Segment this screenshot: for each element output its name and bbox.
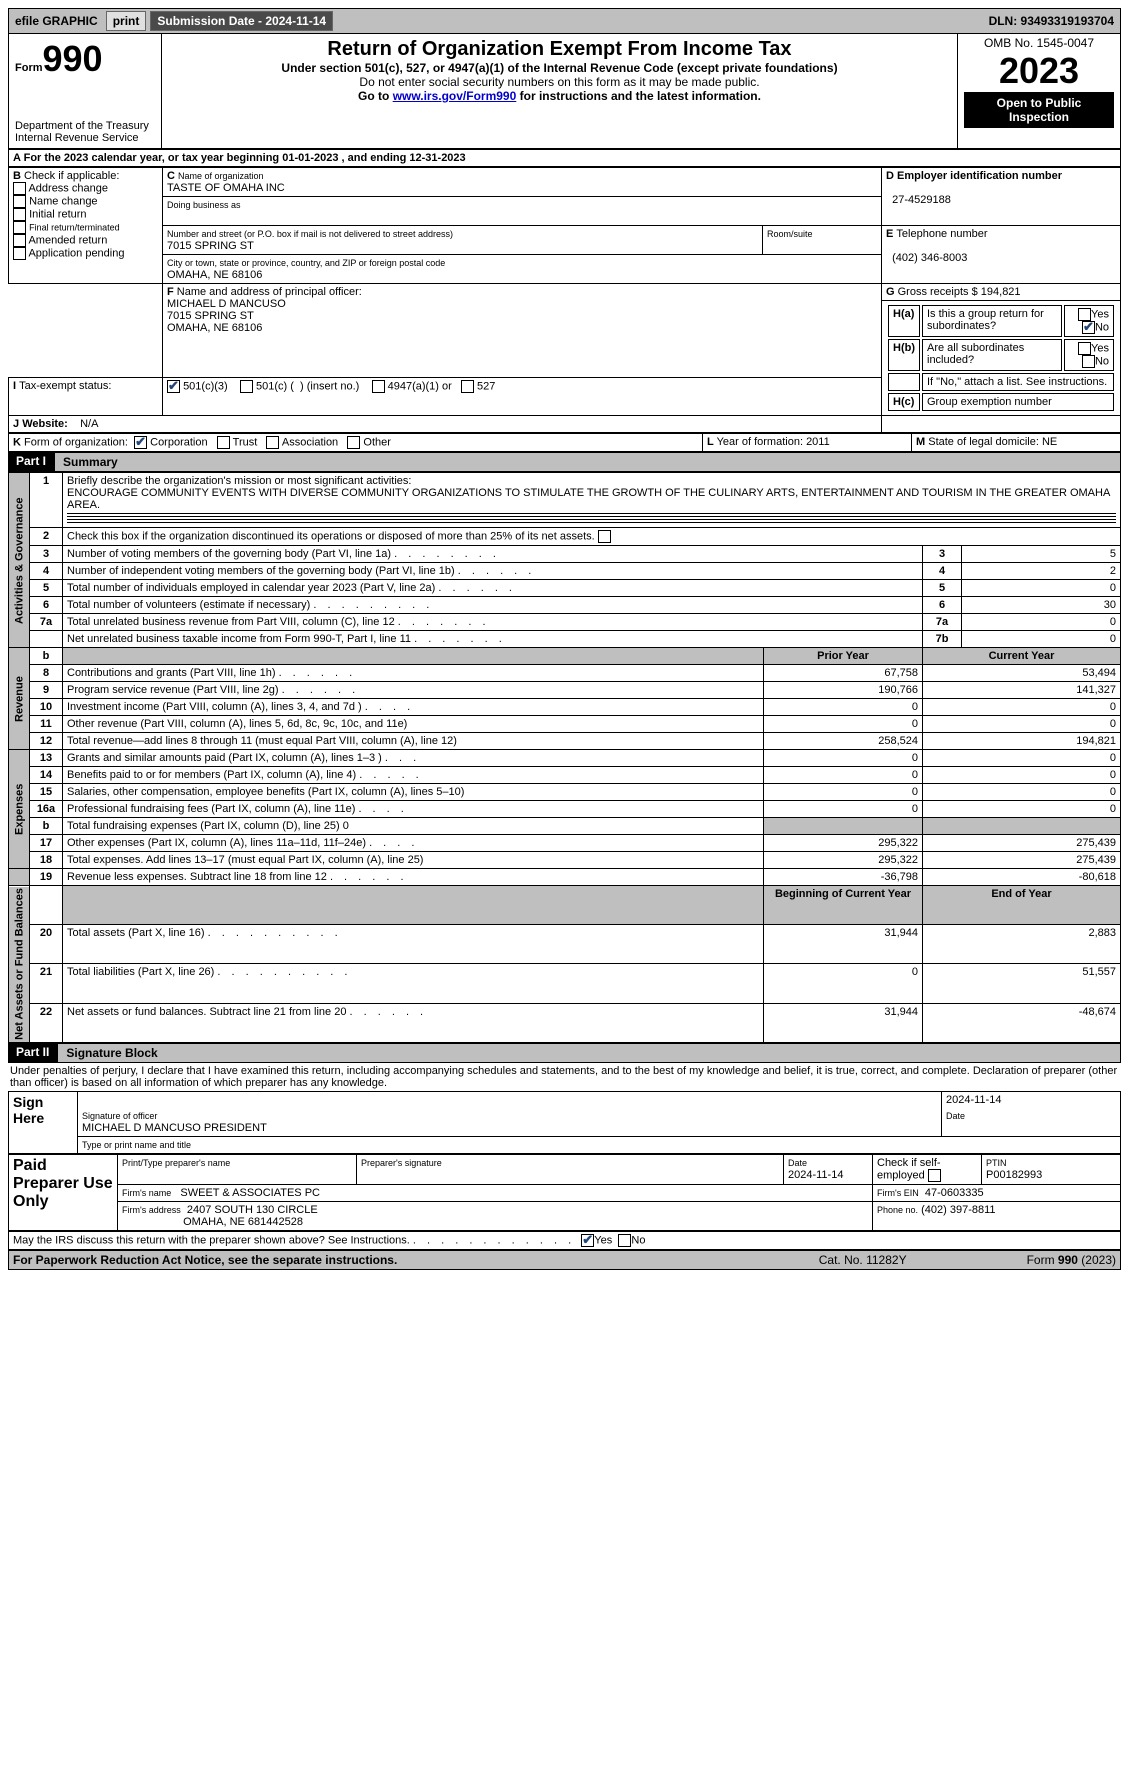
firm-ein: 47-0603335	[925, 1187, 984, 1199]
officer-city: OMAHA, NE 68106	[167, 322, 262, 334]
irs-link[interactable]: www.irs.gov/Form990	[393, 89, 517, 103]
paperwork-notice: For Paperwork Reduction Act Notice, see …	[13, 1253, 397, 1267]
form-header: Form 990 Department of the Treasury Inte…	[8, 34, 1121, 149]
initial-return-checkbox[interactable]	[13, 208, 26, 221]
tax-year-end: 12-31-2023	[409, 152, 465, 164]
part-i-hdr: Part I	[8, 452, 54, 472]
address-change-checkbox[interactable]	[13, 182, 26, 195]
val-3: 5	[962, 546, 1121, 563]
city-value: OMAHA, NE 68106	[167, 269, 262, 281]
open-inspection-label: Open to Public Inspection	[964, 92, 1114, 128]
side-net: Net Assets or Fund Balances	[9, 886, 30, 1043]
officer-sig-name: MICHAEL D MANCUSO PRESIDENT	[82, 1122, 267, 1134]
501c-checkbox[interactable]	[240, 380, 253, 393]
assoc-checkbox[interactable]	[266, 436, 279, 449]
corp-checkbox[interactable]	[134, 436, 147, 449]
omb-label: OMB No. 1545-0047	[964, 36, 1114, 50]
phone-value: (402) 346-8003	[892, 252, 967, 264]
firm-addr1: 2407 SOUTH 130 CIRCLE	[187, 1204, 318, 1216]
firm-phone: (402) 397-8811	[921, 1204, 995, 1216]
name-change-checkbox[interactable]	[13, 195, 26, 208]
discuss-yes-checkbox[interactable]	[581, 1234, 594, 1247]
paid-preparer-label: Paid Preparer Use Only	[9, 1154, 118, 1230]
line-a-pre: For the 2023 calendar year, or tax year …	[24, 152, 283, 164]
side-expenses: Expenses	[9, 750, 30, 869]
ha-no-checkbox[interactable]	[1082, 321, 1095, 334]
527-checkbox[interactable]	[461, 380, 474, 393]
submission-date-button[interactable]: Submission Date - 2024-11-14	[150, 11, 333, 31]
val-4: 2	[962, 563, 1121, 580]
val-7b: 0	[962, 631, 1121, 648]
part-i-title: Summary	[54, 452, 1121, 472]
side-activities: Activities & Governance	[9, 473, 30, 648]
trust-checkbox[interactable]	[217, 436, 230, 449]
officer-name: MICHAEL D MANCUSO	[167, 298, 286, 310]
4947-checkbox[interactable]	[372, 380, 385, 393]
hb-no-checkbox[interactable]	[1082, 355, 1095, 368]
officer-street: 7015 SPRING ST	[167, 310, 254, 322]
subtitle-3-post: for instructions and the latest informat…	[520, 89, 761, 103]
501c3-checkbox[interactable]	[167, 380, 180, 393]
application-pending-checkbox[interactable]	[13, 247, 26, 260]
sign-here-label: Sign Here	[9, 1091, 78, 1153]
part-ii-title: Signature Block	[57, 1043, 1121, 1063]
form-label: Form	[15, 62, 43, 74]
form-footer: Form 990 (2023)	[1027, 1253, 1116, 1267]
gross-receipts: 194,821	[981, 286, 1021, 298]
print-button[interactable]: print	[106, 11, 147, 31]
mission-text: ENCOURAGE COMMUNITY EVENTS WITH DIVERSE …	[67, 487, 1110, 511]
subtitle-3-pre: Go to	[358, 89, 393, 103]
firm-addr2: OMAHA, NE 681442528	[183, 1216, 303, 1228]
top-bar: efile GRAPHIC print Submission Date - 20…	[8, 8, 1121, 34]
sign-date: 2024-11-14	[942, 1091, 1121, 1108]
discuss-no-checkbox[interactable]	[618, 1234, 631, 1247]
tax-year: 2023	[964, 50, 1114, 92]
cat-number: Cat. No. 11282Y	[819, 1253, 907, 1267]
subtitle-1: Under section 501(c), 527, or 4947(a)(1)…	[168, 61, 951, 75]
ein-value: 27-4529188	[892, 194, 951, 206]
state-domicile: NE	[1042, 436, 1057, 448]
amended-return-checkbox[interactable]	[13, 234, 26, 247]
self-employed-checkbox[interactable]	[928, 1169, 941, 1182]
val-6: 30	[962, 597, 1121, 614]
firm-name: SWEET & ASSOCIATES PC	[180, 1187, 320, 1199]
subtitle-2: Do not enter social security numbers on …	[168, 75, 951, 89]
val-7a: 0	[962, 614, 1121, 631]
line-a-mid: , and ending	[342, 152, 410, 164]
efile-label: efile GRAPHIC	[9, 12, 104, 30]
street-value: 7015 SPRING ST	[167, 240, 254, 252]
side-revenue: Revenue	[9, 648, 30, 750]
line2-checkbox[interactable]	[598, 530, 611, 543]
department-label: Department of the Treasury Internal Reve…	[15, 120, 155, 144]
part-ii-hdr: Part II	[8, 1043, 57, 1063]
final-return-checkbox[interactable]	[13, 221, 26, 234]
form-title: Return of Organization Exempt From Incom…	[168, 38, 951, 61]
website-value: N/A	[80, 418, 98, 430]
perjury-declaration: Under penalties of perjury, I declare th…	[8, 1063, 1121, 1091]
tax-year-begin: 01-01-2023	[282, 152, 338, 164]
dln-label: DLN: 93493319193704	[983, 12, 1120, 30]
b-label: Check if applicable:	[24, 170, 119, 182]
val-5: 0	[962, 580, 1121, 597]
ptin: P00182993	[986, 1169, 1042, 1181]
form-number: 990	[43, 38, 103, 80]
hb-yes-checkbox[interactable]	[1078, 342, 1091, 355]
year-formation: 2011	[806, 436, 830, 448]
other-checkbox[interactable]	[347, 436, 360, 449]
org-name: TASTE OF OMAHA INC	[167, 182, 285, 194]
